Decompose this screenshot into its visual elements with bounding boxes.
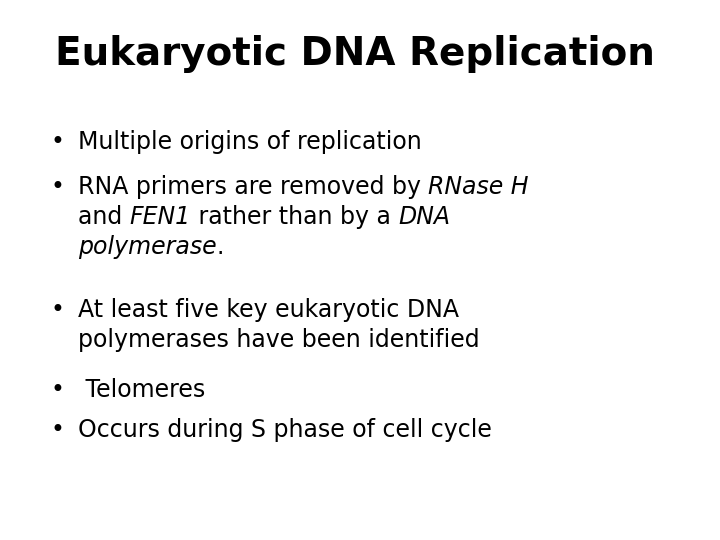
Text: FEN1: FEN1	[130, 205, 191, 229]
Text: •: •	[50, 418, 64, 442]
Text: DNA: DNA	[398, 205, 450, 229]
Text: RNA primers are removed by: RNA primers are removed by	[78, 175, 428, 199]
Text: Occurs during S phase of cell cycle: Occurs during S phase of cell cycle	[78, 418, 492, 442]
Text: and: and	[78, 205, 130, 229]
Text: .: .	[217, 235, 224, 259]
Text: Multiple origins of replication: Multiple origins of replication	[78, 130, 422, 154]
Text: polymerases have been identified: polymerases have been identified	[78, 328, 480, 352]
Text: •: •	[50, 298, 64, 322]
Text: RNase H: RNase H	[428, 175, 529, 199]
Text: rather than by a: rather than by a	[191, 205, 398, 229]
Text: polymerase: polymerase	[78, 235, 217, 259]
Text: •: •	[50, 130, 64, 154]
Text: At least five key eukaryotic DNA: At least five key eukaryotic DNA	[78, 298, 459, 322]
Text: Telomeres: Telomeres	[78, 378, 205, 402]
Text: •: •	[50, 378, 64, 402]
Text: •: •	[50, 175, 64, 199]
Text: Eukaryotic DNA Replication: Eukaryotic DNA Replication	[55, 35, 655, 73]
